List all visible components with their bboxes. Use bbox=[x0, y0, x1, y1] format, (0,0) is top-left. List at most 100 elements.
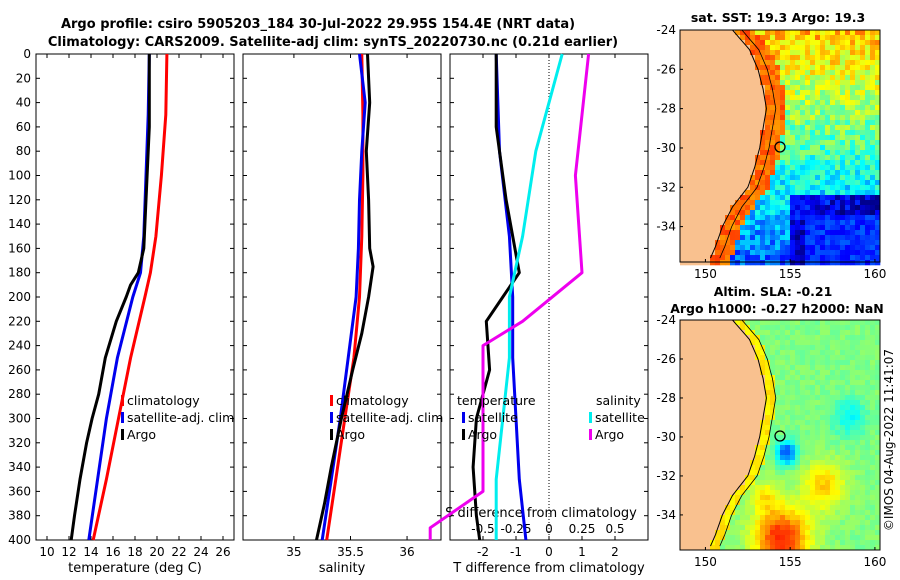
map-cell bbox=[865, 385, 871, 391]
map-cell bbox=[860, 205, 866, 211]
map-cell bbox=[820, 135, 826, 141]
map-cell bbox=[735, 100, 741, 106]
map-cell bbox=[685, 180, 691, 186]
map-cell bbox=[780, 345, 786, 351]
map-cell bbox=[760, 390, 766, 396]
map-cell bbox=[735, 165, 741, 171]
map-cell bbox=[850, 515, 856, 521]
map-cell bbox=[870, 460, 876, 466]
map-cell bbox=[740, 105, 746, 111]
map-cell bbox=[705, 330, 711, 336]
map-cell bbox=[775, 195, 781, 201]
map-cell bbox=[680, 510, 686, 516]
map-cell bbox=[775, 365, 781, 371]
map-cell bbox=[870, 30, 876, 36]
map-cell bbox=[730, 50, 736, 56]
map-cell bbox=[870, 480, 876, 486]
map-cell bbox=[735, 440, 741, 446]
map-cell bbox=[800, 155, 806, 161]
map-cell bbox=[735, 225, 741, 231]
map-cell bbox=[800, 415, 806, 421]
map-x-tick-label: 155 bbox=[779, 267, 802, 281]
map-cell bbox=[730, 465, 736, 471]
map-cell bbox=[685, 415, 691, 421]
map-cell bbox=[785, 135, 791, 141]
map-cell bbox=[710, 230, 716, 236]
map-cell bbox=[745, 395, 751, 401]
map-cell bbox=[690, 35, 696, 41]
map-cell bbox=[770, 385, 776, 391]
map-cell bbox=[790, 45, 796, 51]
map-cell bbox=[860, 145, 866, 151]
map-cell bbox=[715, 465, 721, 471]
map-cell bbox=[785, 250, 791, 256]
map-cell bbox=[815, 540, 821, 546]
map-cell bbox=[870, 250, 876, 256]
map-cell bbox=[740, 185, 746, 191]
map-cell bbox=[765, 220, 771, 226]
map-cell bbox=[815, 475, 821, 481]
map-cell bbox=[830, 325, 836, 331]
map-cell bbox=[825, 410, 831, 416]
map-cell bbox=[815, 100, 821, 106]
map-cell bbox=[785, 420, 791, 426]
map-cell bbox=[875, 435, 881, 441]
map-cell bbox=[680, 45, 686, 51]
map-cell bbox=[775, 170, 781, 176]
map-cell bbox=[730, 360, 736, 366]
map-cell bbox=[850, 545, 856, 551]
map-cell bbox=[820, 500, 826, 506]
map-cell bbox=[725, 90, 731, 96]
map-cell bbox=[750, 195, 756, 201]
map-cell bbox=[785, 435, 791, 441]
map-cell bbox=[695, 105, 701, 111]
map-cell bbox=[785, 410, 791, 416]
map-cell bbox=[860, 540, 866, 546]
map-cell bbox=[850, 330, 856, 336]
map-cell bbox=[875, 425, 881, 431]
map-cell bbox=[810, 185, 816, 191]
map-cell bbox=[805, 235, 811, 241]
map-cell bbox=[690, 410, 696, 416]
map-cell bbox=[720, 175, 726, 181]
map-cell bbox=[820, 145, 826, 151]
map-cell bbox=[875, 510, 881, 516]
map-cell bbox=[875, 170, 881, 176]
map-cell bbox=[730, 175, 736, 181]
map-cell bbox=[870, 80, 876, 86]
map-cell bbox=[800, 45, 806, 51]
map-cell bbox=[870, 525, 876, 531]
map-cell bbox=[725, 200, 731, 206]
map-cell bbox=[710, 390, 716, 396]
map-cell bbox=[780, 165, 786, 171]
map-cell bbox=[875, 200, 881, 206]
map-cell bbox=[755, 80, 761, 86]
map-cell bbox=[795, 480, 801, 486]
map-cell bbox=[700, 495, 706, 501]
map-cell bbox=[755, 430, 761, 436]
map-cell bbox=[810, 440, 816, 446]
map-cell bbox=[845, 215, 851, 221]
map-cell bbox=[760, 125, 766, 131]
map-cell bbox=[770, 545, 776, 551]
map-cell bbox=[875, 365, 881, 371]
map-cell bbox=[755, 365, 761, 371]
map-cell bbox=[680, 495, 686, 501]
map-cell bbox=[830, 30, 836, 36]
map-cell bbox=[700, 105, 706, 111]
map-cell bbox=[835, 500, 841, 506]
map-cell bbox=[810, 380, 816, 386]
map-cell bbox=[825, 135, 831, 141]
map-cell bbox=[840, 430, 846, 436]
map-cell bbox=[800, 490, 806, 496]
map-cell bbox=[775, 125, 781, 131]
map-cell bbox=[695, 355, 701, 361]
map-cell bbox=[760, 370, 766, 376]
map-cell bbox=[770, 335, 776, 341]
map-cell bbox=[775, 410, 781, 416]
map-cell bbox=[830, 130, 836, 136]
map-cell bbox=[785, 455, 791, 461]
map-cell bbox=[700, 115, 706, 121]
map-cell bbox=[780, 45, 786, 51]
map-cell bbox=[815, 510, 821, 516]
